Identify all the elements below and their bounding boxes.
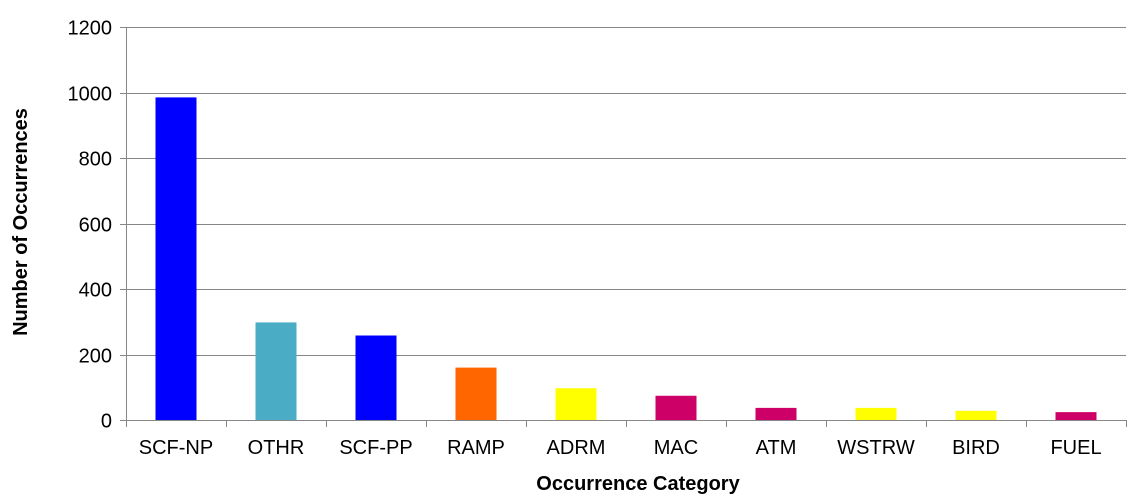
gridlines bbox=[126, 27, 1126, 356]
bar-othr bbox=[255, 322, 297, 420]
x-tick-label: SCF-PP bbox=[339, 437, 412, 459]
axes bbox=[120, 27, 1127, 427]
y-tick-label: 800 bbox=[79, 149, 112, 171]
bar-scf-pp bbox=[355, 335, 397, 420]
bar-scf-np bbox=[155, 97, 197, 420]
y-tick-label: 1200 bbox=[68, 18, 113, 40]
x-tick-label: ADRM bbox=[547, 437, 606, 459]
x-tick-label: WSTRW bbox=[837, 437, 915, 459]
y-tick-label: 200 bbox=[79, 346, 112, 368]
bars bbox=[155, 97, 1097, 420]
y-tick-labels: 0 200 400 600 800 1000 1200 bbox=[68, 18, 113, 433]
y-tick-label: 400 bbox=[79, 280, 112, 302]
y-tick-label: 0 bbox=[101, 411, 112, 433]
x-tick-label: BIRD bbox=[952, 437, 1000, 459]
y-axis-title: Number of Occurrences bbox=[10, 108, 32, 336]
bar-mac bbox=[655, 395, 697, 420]
x-tick-label: FUEL bbox=[1050, 437, 1101, 459]
bar-adrm bbox=[555, 388, 597, 420]
bar-wstrw bbox=[855, 407, 897, 420]
x-axis-title: Occurrence Category bbox=[536, 473, 740, 495]
x-tick-label: MAC bbox=[654, 437, 698, 459]
x-tick-label: SCF-NP bbox=[139, 437, 213, 459]
bar-ramp bbox=[455, 367, 497, 420]
x-tick-label: ATM bbox=[756, 437, 797, 459]
x-tick-label: RAMP bbox=[447, 437, 505, 459]
bar-fuel bbox=[1055, 412, 1097, 420]
y-tick-label: 600 bbox=[79, 215, 112, 237]
x-tick-labels: SCF-NP OTHR SCF-PP RAMP ADRM MAC ATM WSTRW BIRD F… bbox=[139, 437, 1102, 459]
bar-bird bbox=[955, 410, 997, 420]
x-tick-label: OTHR bbox=[248, 437, 305, 459]
y-tick-label: 1000 bbox=[68, 84, 113, 106]
bar-atm bbox=[755, 407, 797, 420]
